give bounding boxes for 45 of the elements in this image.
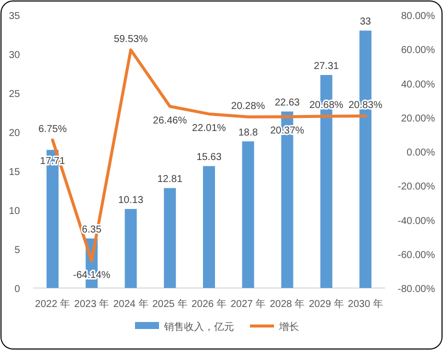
y2-tick-label: -80.00% [398,284,436,295]
data-label: 12.81 [157,174,183,186]
y2-tick-label: 40.00% [401,79,436,90]
bar [124,208,137,288]
data-label: 17.71 [40,156,66,167]
y2-tick-label: -20.00% [398,182,436,193]
y-tick-label: 30 [8,50,20,61]
y2-tick-label: 60.00% [401,45,436,56]
x-tick-label: 2026 年 [191,298,227,310]
data-label: 18.8 [238,127,258,138]
bar [203,166,215,288]
data-label: 10.13 [118,194,144,206]
data-label: 27.31 [314,60,340,72]
y-tick-label: 25 [8,89,20,100]
legend-label: 销售收入，亿元 [163,321,234,333]
y2-tick-label: -40.00% [398,216,436,227]
y-tick-label: 5 [14,245,20,256]
data-label: 22.63 [274,97,300,108]
y-tick-label: 0 [14,284,20,295]
x-tick-label: 2027 年 [230,298,266,310]
data-label: 15.63 [196,152,222,164]
y-tick-label: 15 [8,167,20,178]
data-label: 22.01% [192,122,226,134]
x-tick-label: 2023 年 [74,298,110,310]
y-tick-label: 20 [8,128,20,139]
y2-tick-label: 80.00% [401,11,436,22]
y2-tick-label: -60.00% [398,250,436,261]
y-tick-label: 10 [8,206,20,217]
x-tick-label: 2028 年 [270,298,305,310]
data-label: 26.46% [152,115,187,126]
data-label: 6.75% [38,124,67,135]
x-tick-label: 2030 年 [348,298,383,310]
data-label: 20.28% [231,100,266,112]
bar [242,141,254,288]
y2-tick-label: 0.00% [406,148,436,158]
x-tick-label: 2029 年 [308,298,344,310]
y-tick-label: 35 [8,11,20,22]
x-tick-label: 2025 年 [152,298,188,310]
bar [164,188,176,288]
legend-label: 增长 [278,321,299,333]
x-tick-label: 2024 年 [113,298,148,310]
data-label: 59.53% [114,34,148,45]
data-label: 33 [360,16,372,28]
x-tick-label: 2022 年 [35,298,70,310]
y2-tick-label: 20.00% [401,113,436,124]
